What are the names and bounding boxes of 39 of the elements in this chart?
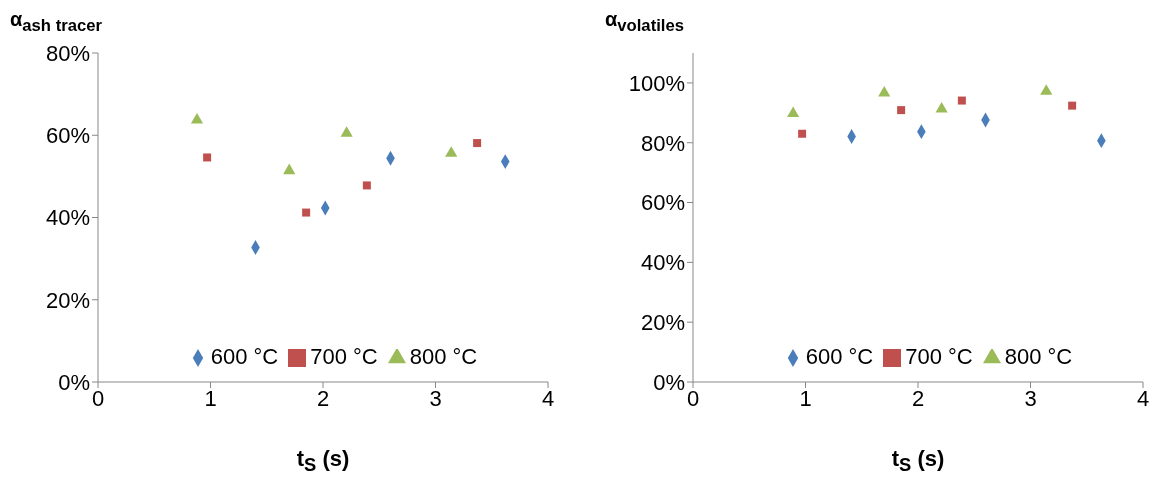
legend-label: 700 °C <box>310 344 378 369</box>
x-tick-label: 0 <box>91 385 105 411</box>
x-tick-label: 0 <box>686 385 700 411</box>
legend-label: 600 °C <box>805 344 874 369</box>
point <box>445 146 458 157</box>
legend-label: 700 °C <box>905 344 973 369</box>
y-tick-label: 100% <box>628 70 685 96</box>
x-tick-label: 1 <box>204 385 217 411</box>
y-tick-label: 0% <box>653 369 685 395</box>
y-axis-title: α$_{ash tracer}$ <box>10 8 102 36</box>
x-tick-label: 1 <box>799 385 812 411</box>
y-tick-label: 80% <box>640 130 685 156</box>
y-tick-label: 60% <box>45 123 90 149</box>
point <box>302 208 311 217</box>
x-axis-title: t$_{S}$ (s) <box>295 446 351 477</box>
y-tick-label: 0% <box>58 369 90 395</box>
x-tick-label: 3 <box>429 385 442 411</box>
y-tick-label: 80% <box>45 40 90 66</box>
point <box>362 181 371 190</box>
y-tick-label: 40% <box>45 205 90 231</box>
point <box>190 113 204 124</box>
y-tick-label: 20% <box>640 309 685 335</box>
point <box>340 126 353 137</box>
point <box>473 139 482 148</box>
x-tick-label: 2 <box>911 385 925 411</box>
point <box>283 163 296 175</box>
x-tick-label: 3 <box>1024 385 1037 411</box>
legend-label: 800 °C <box>409 344 478 369</box>
x-tick-label: 2 <box>316 385 330 411</box>
y-tick-label: 40% <box>640 250 685 276</box>
y-tick-label: 60% <box>640 190 685 216</box>
point <box>203 153 212 162</box>
x-tick-label: 4 <box>1136 385 1150 411</box>
x-tick-label: 4 <box>541 385 555 411</box>
y-tick-label: 20% <box>45 287 90 313</box>
y-axis-title: α$_{volatiles}$ <box>605 8 684 36</box>
legend-label: 800 °C <box>1004 344 1073 369</box>
legend-label: 600 °C <box>210 344 279 369</box>
x-axis-title: t$_{S}$ (s) <box>890 446 946 477</box>
